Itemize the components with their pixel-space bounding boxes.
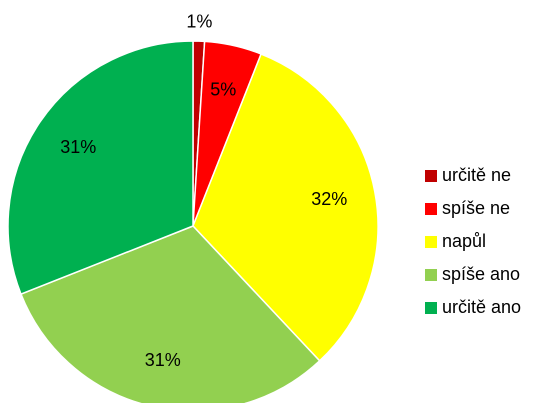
legend-swatch bbox=[425, 170, 437, 182]
legend-swatch bbox=[425, 236, 437, 248]
legend-label: určitě ano bbox=[442, 297, 521, 317]
pie-slice bbox=[7, 40, 194, 296]
data-label: 31% bbox=[145, 350, 181, 370]
pie-slice bbox=[20, 225, 321, 403]
legend-swatch bbox=[425, 269, 437, 281]
legend-label: spíše ano bbox=[442, 264, 520, 284]
data-label: 1% bbox=[186, 11, 212, 31]
legend-label: určitě ne bbox=[442, 165, 511, 185]
pie-slice bbox=[192, 53, 379, 362]
legend-label: napůl bbox=[442, 231, 486, 251]
data-label: 5% bbox=[210, 79, 236, 99]
legend-label: spíše ne bbox=[442, 198, 510, 218]
data-label: 32% bbox=[311, 189, 347, 209]
legend-swatch bbox=[425, 203, 437, 215]
data-label: 31% bbox=[60, 137, 96, 157]
legend-swatch bbox=[425, 302, 437, 314]
